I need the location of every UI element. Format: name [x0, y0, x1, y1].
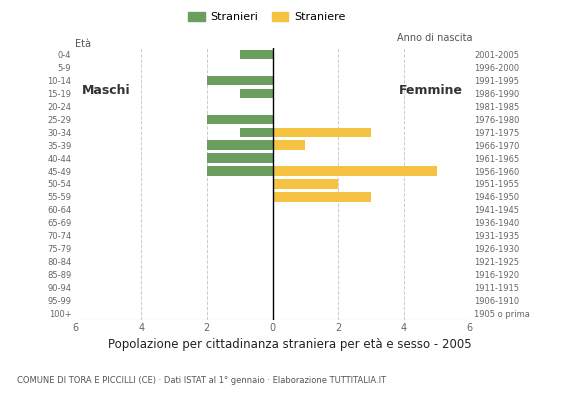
Text: Maschi: Maschi — [82, 84, 130, 97]
Text: Femmine: Femmine — [399, 84, 463, 97]
Bar — [207, 76, 273, 85]
Text: Età: Età — [75, 39, 92, 49]
Bar — [273, 166, 437, 176]
Text: COMUNE DI TORA E PICCILLI (CE) · Dati ISTAT al 1° gennaio · Elaborazione TUTTITA: COMUNE DI TORA E PICCILLI (CE) · Dati IS… — [17, 376, 386, 385]
Bar — [273, 140, 306, 150]
Text: Anno di nascita: Anno di nascita — [397, 33, 473, 43]
Legend: Stranieri, Straniere: Stranieri, Straniere — [184, 8, 350, 27]
Bar — [273, 128, 371, 137]
Bar — [207, 114, 273, 124]
Text: Popolazione per cittadinanza straniera per età e sesso - 2005: Popolazione per cittadinanza straniera p… — [108, 338, 472, 351]
Bar — [240, 128, 273, 137]
Bar — [207, 154, 273, 163]
Bar — [273, 179, 338, 189]
Bar — [240, 89, 273, 98]
Bar — [207, 140, 273, 150]
Bar — [207, 166, 273, 176]
Bar — [240, 50, 273, 59]
Bar — [273, 192, 371, 202]
